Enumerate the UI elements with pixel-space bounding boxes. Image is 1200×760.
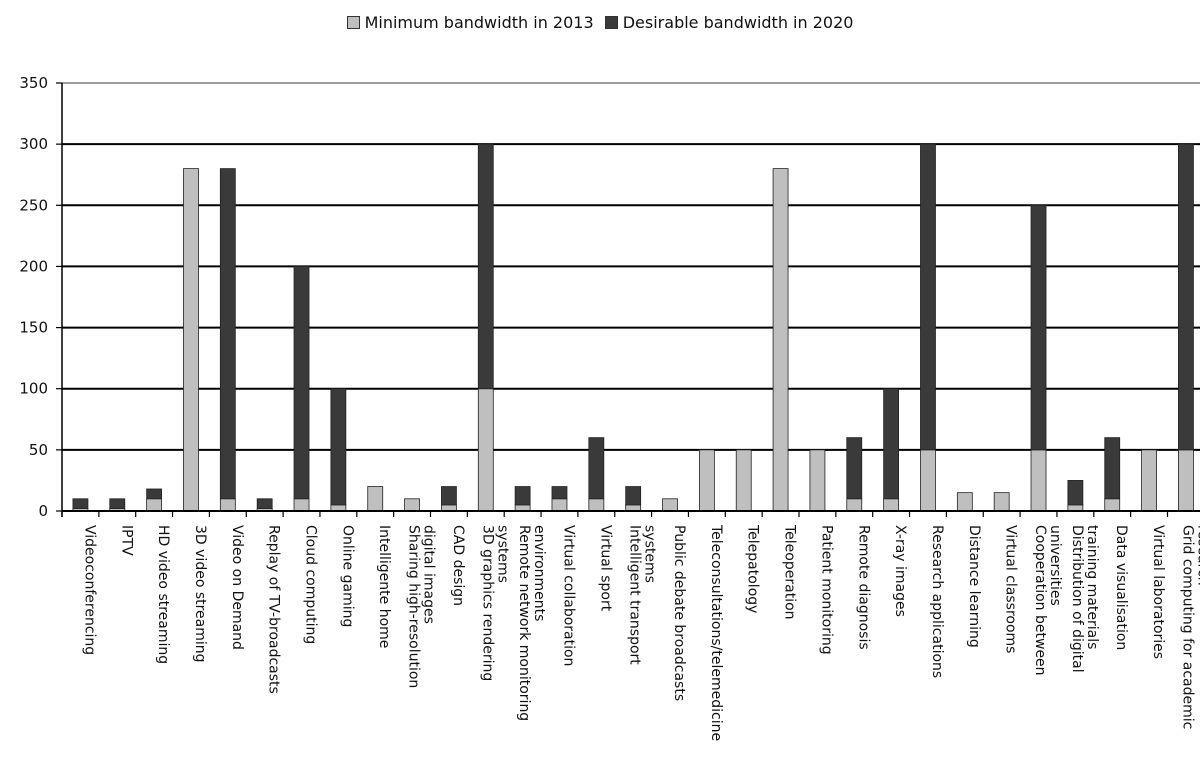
bar-min-2013-17 (698, 449, 715, 512)
bar-desirable-2020-1 (109, 498, 126, 509)
bar-min-2013-24 (956, 492, 973, 512)
bar-desirable-2020-0 (72, 498, 89, 509)
x-tick-label-11-line-1: systems (494, 525, 510, 583)
x-tick-label-20: Patient monitoring (818, 525, 834, 655)
x-tick-label-0: Videoconferencing (81, 525, 97, 655)
bar-desirable-2020-13 (551, 486, 568, 500)
bar-desirable-2020-12 (514, 486, 531, 506)
x-tick-label-9-line-1: digital images (421, 525, 437, 624)
y-tick-label-0: 0 (38, 502, 48, 520)
bar-desirable-2020-2 (146, 488, 163, 500)
x-tick-label-4: Video on Demand (229, 525, 245, 650)
bar-min-2013-30 (1178, 449, 1194, 512)
legend-item-desirable-2020: Desirable bandwidth in 2020 (604, 13, 854, 32)
bar-min-2013-14 (588, 498, 605, 512)
legend-swatch-minimum-2013 (346, 16, 360, 29)
bar-min-2013-4 (219, 498, 236, 512)
x-tick-label-13: Virtual collaboration (560, 525, 576, 666)
legend-item-minimum-2013: Minimum bandwidth in 2013 (346, 13, 594, 32)
bar-min-2013-22 (883, 498, 900, 512)
bar-min-2013-29 (1141, 449, 1157, 512)
bar-min-2013-26 (1030, 449, 1047, 512)
legend-label-desirable-2020: Desirable bandwidth in 2020 (622, 13, 854, 32)
bar-min-2013-21 (846, 498, 863, 512)
x-tick-label-6: Cloud computing (303, 525, 319, 644)
legend-label-minimum-2013: Minimum bandwidth in 2013 (364, 13, 594, 32)
bar-min-2013-2 (146, 498, 163, 512)
x-tick-label-29: Virtual laboratories (1150, 525, 1166, 659)
bar-desirable-2020-23 (920, 143, 936, 451)
x-tick-label-28: Data visualisation (1113, 525, 1129, 650)
x-tick-label-15-line-0: Intelligent transport (627, 525, 643, 665)
bar-min-2013-20 (809, 449, 826, 512)
x-tick-label-2: HD video streaming (155, 525, 171, 664)
x-tick-label-16: Public debate broadcasts (671, 525, 687, 701)
x-tick-label-17: Teleconsultations/telemedicine (708, 524, 724, 741)
x-tick-label-3: 3D video streaming (192, 525, 208, 663)
bar-min-2013-13 (551, 498, 568, 512)
bar-min-2013-11 (477, 388, 494, 512)
bar-min-2013-28 (1104, 498, 1121, 512)
x-tick-label-15-line-1: systems (642, 525, 658, 583)
x-tick-label-25: Virtual classrooms (1003, 525, 1019, 653)
x-tick-label-1: IPTV (118, 525, 134, 556)
bar-min-2013-23 (920, 449, 936, 512)
bar-min-2013-8 (367, 486, 384, 512)
x-tick-label-24: Distance learning (966, 525, 982, 648)
x-tick-label-9-line-0: Sharing high-resolution (406, 525, 422, 688)
x-tick-label-12-line-0: Remote network monitoring (516, 525, 532, 721)
bar-desirable-2020-14 (588, 437, 605, 500)
x-tick-label-8: Intelligente home (376, 525, 392, 648)
bar-desirable-2020-5 (256, 498, 273, 509)
x-tick-label-12-line-1: environments (531, 525, 547, 621)
bar-desirable-2020-7 (330, 388, 347, 506)
y-tick-label-250: 250 (19, 196, 48, 214)
x-tick-label-21: Remote diagnosis (855, 525, 871, 650)
x-tick-label-27-line-1: training materials (1084, 525, 1100, 649)
y-tick-label-300: 300 (19, 135, 48, 153)
x-tick-label-26-line-1: universities (1047, 525, 1063, 606)
bar-desirable-2020-4 (219, 168, 236, 500)
y-tick-label-200: 200 (19, 257, 48, 275)
x-tick-label-26-line-0: Cooperation between (1032, 525, 1048, 676)
bar-desirable-2020-15 (625, 486, 642, 506)
bar-min-2013-9 (404, 498, 420, 512)
bar-desirable-2020-11 (477, 143, 494, 390)
y-tick-label-100: 100 (19, 380, 48, 398)
bar-min-2013-25 (993, 492, 1010, 512)
chart-legend: Minimum bandwidth in 2013 Desirable band… (0, 13, 1200, 32)
bar-min-2013-3 (183, 168, 199, 512)
bar-desirable-2020-22 (883, 388, 900, 500)
x-tick-label-30-line-0: Grid computing for academic (1179, 525, 1195, 729)
x-tick-label-18: Telepatology (745, 524, 761, 613)
x-tick-label-23: Research applications (929, 525, 945, 678)
x-tick-label-10: CAD design (450, 525, 466, 606)
y-tick-label-150: 150 (19, 319, 48, 337)
legend-swatch-desirable-2020 (604, 16, 618, 29)
bar-min-2013-18 (735, 449, 752, 512)
bar-desirable-2020-10 (441, 486, 457, 506)
y-tick-label-350: 350 (19, 74, 48, 92)
x-tick-label-14: Virtual sport (597, 525, 613, 612)
x-tick-label-27-line-0: Distribution of digital (1069, 525, 1085, 673)
bar-min-2013-6 (293, 498, 310, 512)
bar-desirable-2020-6 (293, 266, 310, 500)
bar-desirable-2020-26 (1030, 204, 1047, 451)
x-tick-label-7: Online gaming (339, 525, 355, 627)
bar-desirable-2020-21 (846, 437, 863, 500)
x-tick-label-19: Teleoperation (782, 524, 798, 620)
bar-desirable-2020-27 (1067, 480, 1084, 506)
x-tick-label-11-line-0: 3D graphics rendering (479, 525, 495, 681)
bar-desirable-2020-28 (1104, 437, 1121, 500)
x-tick-label-22: X-ray images (892, 525, 908, 617)
bar-desirable-2020-30 (1178, 143, 1194, 451)
x-tick-label-30-line-1: research (1194, 525, 1200, 586)
y-tick-label-50: 50 (29, 441, 48, 459)
x-tick-label-5: Replay of TV-broadcasts (266, 525, 282, 694)
bar-min-2013-19 (772, 168, 789, 512)
bar-min-2013-16 (662, 498, 678, 512)
